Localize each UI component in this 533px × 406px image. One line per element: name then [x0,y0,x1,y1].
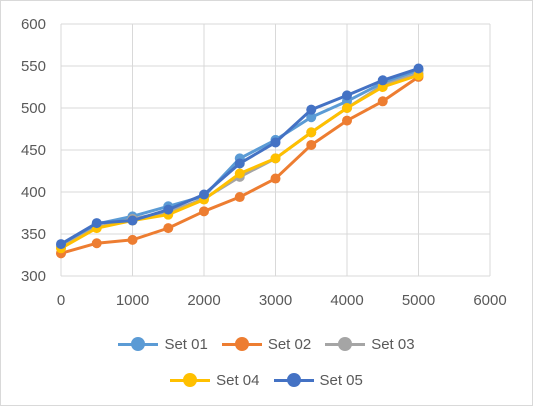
data-point [306,112,317,123]
y-tick-label: 300 [21,268,46,285]
legend-label: Set 01 [164,335,208,353]
gridlines [60,23,491,277]
legend-row: Set 01 Set 02 Set 03 [0,326,533,362]
data-point [234,192,245,203]
legend-swatch [273,373,314,387]
legend-row: Set 04 Set 05 [0,362,533,398]
legend: Set 01 Set 02 Set 03 Set 04 Set 05 [0,326,533,398]
x-tick-labels: 0 1000 2000 3000 4000 5000 6000 [57,292,507,309]
data-point [413,63,424,74]
x-tick-label: 3000 [259,292,292,309]
y-tick-label: 500 [21,100,46,117]
data-point [234,168,245,179]
data-point [306,104,317,115]
x-tick-label: 4000 [330,292,363,309]
data-point [306,127,317,138]
data-point [342,103,352,113]
data-point [270,137,281,148]
x-tick-label: 2000 [187,292,220,309]
data-point [163,223,174,234]
x-tick-label: 1000 [116,292,149,309]
data-point [270,173,281,184]
y-tick-labels: 300 350 400 450 500 550 600 [21,16,46,285]
line-chart: 300 350 400 450 500 550 600 0 1000 2000 3000 4000 5… [21,16,507,309]
legend-item: Set 03 [325,335,415,353]
legend-label: Set 03 [371,335,415,353]
legend-label: Set 05 [319,371,363,389]
data-point [91,218,102,229]
data-point [163,204,174,215]
legend-label: Set 04 [216,371,260,389]
legend-item: Set 02 [221,335,312,353]
x-tick-label: 5000 [402,292,435,309]
data-point [234,158,245,169]
legend-item: Set 01 [118,335,208,353]
legend-label: Set 02 [267,335,312,353]
y-tick-label: 450 [21,142,46,159]
data-point [56,239,66,250]
x-tick-label: 6000 [473,292,506,309]
data-point [377,96,388,107]
series-5 [56,63,424,250]
data-point [127,234,138,245]
data-point [199,206,209,217]
legend-item: Set 04 [170,371,260,389]
y-tick-label: 600 [21,16,46,33]
y-tick-label: 400 [21,184,46,201]
data-point [199,189,209,200]
legend-swatch [325,337,366,351]
legend-swatch [170,373,211,387]
data-point [377,75,388,86]
data-point [342,115,352,126]
data-point [270,153,281,164]
data-point [306,139,317,150]
series-group [56,63,424,259]
x-tick-label: 0 [57,292,65,309]
data-point [342,90,352,101]
data-point [91,238,102,249]
y-tick-label: 550 [21,58,46,75]
y-tick-label: 350 [21,226,46,243]
data-point [127,215,138,226]
legend-swatch [118,337,159,351]
legend-swatch [221,337,262,351]
legend-item: Set 05 [273,371,363,389]
